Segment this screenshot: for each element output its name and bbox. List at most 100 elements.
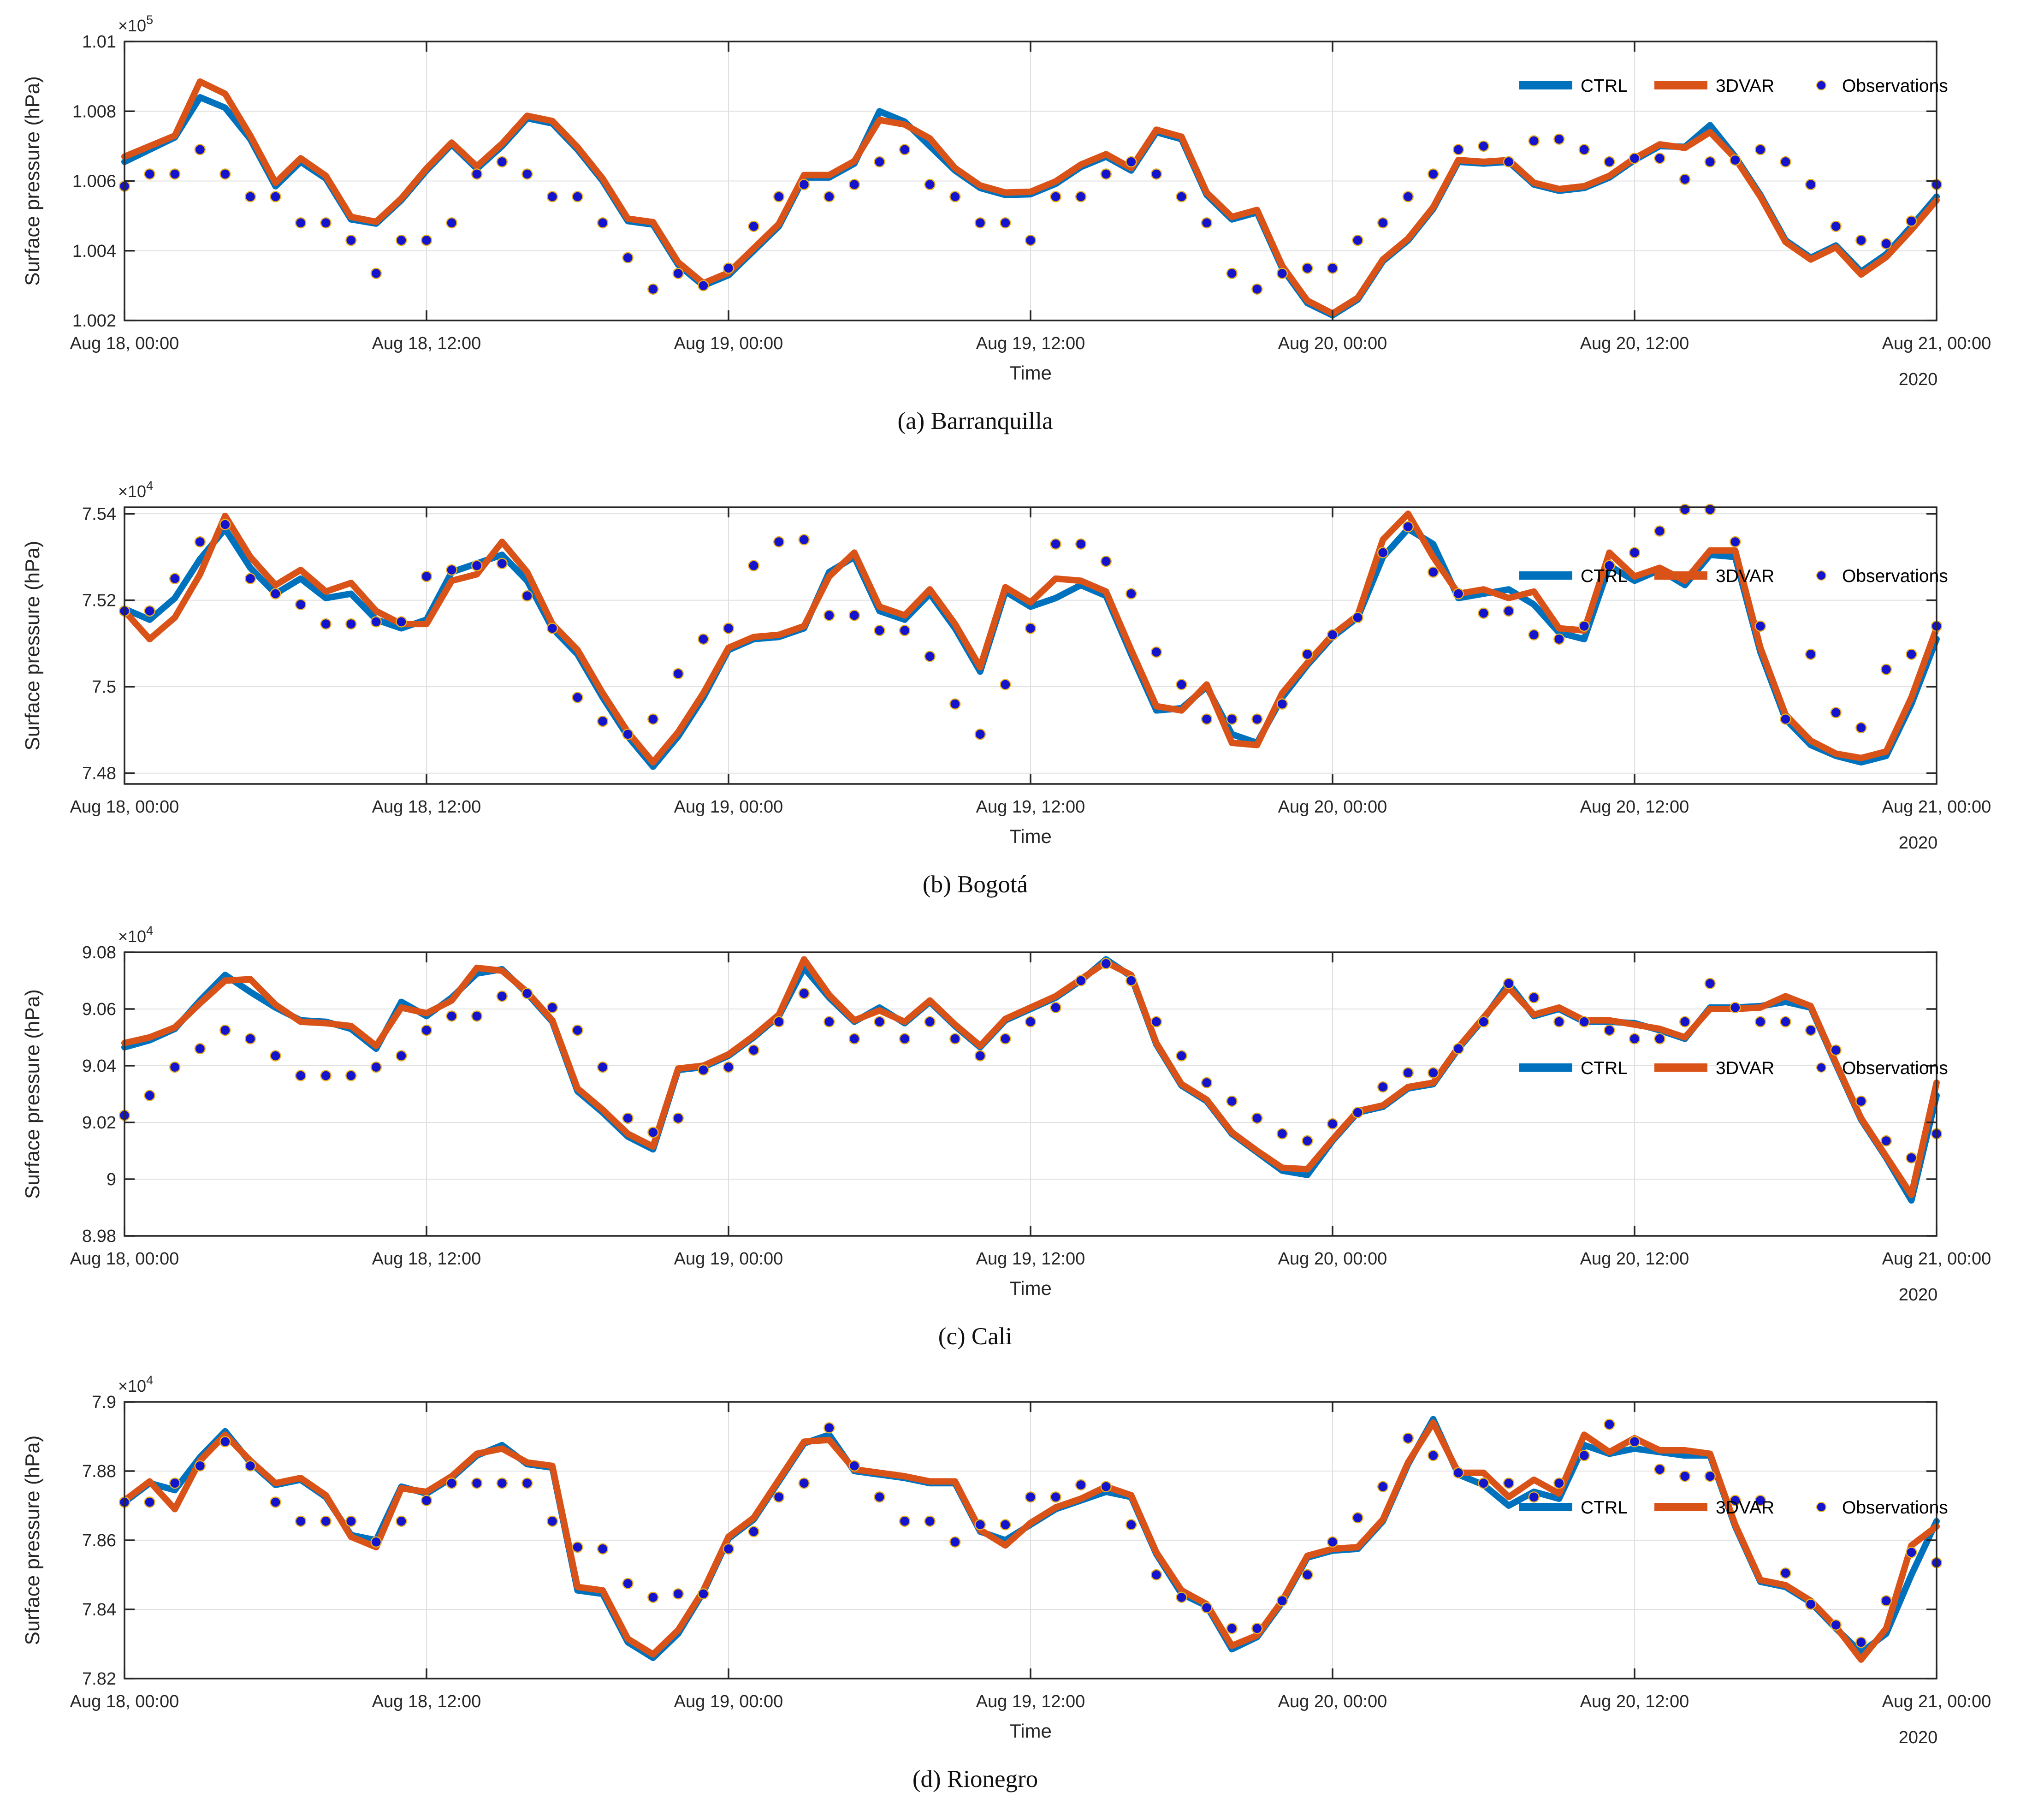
observation-dot xyxy=(345,618,357,630)
observation-dot xyxy=(1150,1016,1162,1027)
observation-dot xyxy=(1654,1033,1665,1044)
observation-dot xyxy=(1754,1016,1766,1027)
x-tick-label: Aug 20, 12:00 xyxy=(1580,334,1689,353)
exponent-label: ×104 xyxy=(118,1373,153,1395)
observation-dot xyxy=(320,217,332,229)
observation-dot xyxy=(1629,1033,1641,1044)
observation-dot xyxy=(421,1024,432,1036)
observation-dot xyxy=(270,588,281,599)
y-axis-label: Surface pressure (hPa) xyxy=(21,541,44,751)
observation-dot xyxy=(1679,1471,1691,1482)
y-tick-label: 9 xyxy=(107,1170,116,1189)
observation-dot xyxy=(622,1578,634,1590)
observation-dot xyxy=(698,1588,709,1600)
observation-dot xyxy=(1704,156,1716,168)
legend-item-ctrl[interactable]: CTRL xyxy=(1519,1498,1628,1518)
x-axis-label: Time xyxy=(1009,1720,1052,1742)
observation-dot xyxy=(1377,217,1389,229)
observation-dot xyxy=(698,280,709,291)
observation-dot xyxy=(597,1061,609,1073)
legend-item-3dvar[interactable]: 3DVAR xyxy=(1654,1498,1774,1518)
observation-dot xyxy=(219,168,231,180)
legend-item-observations[interactable]: Observations xyxy=(1816,1058,1948,1078)
x-tick-label: Aug 18, 00:00 xyxy=(70,1249,179,1269)
observation-dot xyxy=(1754,144,1766,155)
legend-label-3dvar: 3DVAR xyxy=(1716,566,1774,586)
observation-dot xyxy=(471,168,483,180)
observation-dot xyxy=(1251,1112,1263,1124)
observation-dot xyxy=(1075,538,1087,550)
observation-dot xyxy=(1327,1118,1339,1130)
observation-dot xyxy=(798,1478,810,1489)
observation-dot xyxy=(1377,1081,1389,1093)
x-tick-label: Aug 19, 00:00 xyxy=(674,797,783,817)
observation-dot xyxy=(1276,698,1288,710)
observation-dot xyxy=(572,1024,583,1036)
observation-dot xyxy=(421,570,432,582)
y-axis-label: Surface pressure (hPa) xyxy=(21,76,44,286)
legend-label-observations: Observations xyxy=(1842,1058,1948,1078)
panel-caption-a: (a) Barranquilla xyxy=(898,408,1053,434)
observation-dot xyxy=(1553,1478,1565,1489)
legend-item-ctrl[interactable]: CTRL xyxy=(1519,76,1628,96)
observation-dot xyxy=(1780,1016,1791,1027)
observation-dot xyxy=(1478,1016,1489,1027)
observation-dot xyxy=(572,692,583,703)
observation-dot xyxy=(1906,648,1917,660)
observation-dot xyxy=(924,178,936,190)
observation-dot xyxy=(345,234,357,246)
observation-dot xyxy=(698,1064,709,1076)
3dvar-line-swatch-icon xyxy=(1654,1503,1707,1511)
observation-dot xyxy=(396,234,407,246)
observation-dot xyxy=(647,713,659,725)
observation-dot xyxy=(1100,958,1112,969)
observation-dot xyxy=(169,573,181,584)
observation-dot xyxy=(1679,504,1691,515)
ctrl-line-swatch-icon xyxy=(1519,1503,1572,1511)
legend-item-observations[interactable]: Observations xyxy=(1816,1498,1948,1518)
3dvar-series-line xyxy=(121,956,1940,1198)
observation-dot xyxy=(1679,173,1691,185)
observation-dot xyxy=(471,560,483,571)
observation-dot xyxy=(1780,1567,1791,1579)
observation-dot xyxy=(874,624,885,636)
legend-item-ctrl[interactable]: CTRL xyxy=(1519,1058,1628,1078)
observation-dot xyxy=(1578,1450,1590,1461)
observation-dot xyxy=(1906,1152,1917,1164)
legend-item-3dvar[interactable]: 3DVAR xyxy=(1654,76,1774,96)
observation-dot xyxy=(748,220,759,232)
legend-item-3dvar[interactable]: 3DVAR xyxy=(1654,1058,1774,1078)
y-tick-label: 9.06 xyxy=(82,1000,116,1019)
observation-dot xyxy=(1855,234,1867,246)
observation-dot xyxy=(848,610,860,621)
observation-dot xyxy=(244,573,256,584)
x-axis-year-label: 2020 xyxy=(1899,370,1938,389)
legend-item-observations[interactable]: Observations xyxy=(1816,566,1948,586)
observation-dot xyxy=(1025,1491,1037,1503)
observation-dot xyxy=(169,1061,181,1073)
observation-dot xyxy=(496,1478,508,1489)
ctrl-line-swatch-icon xyxy=(1519,1063,1572,1072)
observation-dot xyxy=(1352,234,1363,246)
legend-item-ctrl[interactable]: CTRL xyxy=(1519,566,1628,586)
legend-item-3dvar[interactable]: 3DVAR xyxy=(1654,566,1774,586)
observation-dot xyxy=(396,616,407,628)
legend-item-observations[interactable]: Observations xyxy=(1816,76,1948,96)
observation-dot xyxy=(370,1536,382,1548)
observation-dot xyxy=(572,191,583,202)
observation-dot xyxy=(1402,521,1414,533)
observation-dot xyxy=(1302,648,1313,660)
observation-dot xyxy=(1855,1637,1867,1648)
x-tick-label: Aug 20, 00:00 xyxy=(1278,797,1387,817)
panel-d: 7.82 7.84 7.86 7.88 7.9 Aug 18, 00:00 Aug 18, … xyxy=(21,1373,1991,1792)
observation-dot xyxy=(874,156,885,168)
y-tick-label: 9.08 xyxy=(82,943,116,962)
observation-dot xyxy=(1503,1478,1515,1489)
observation-dot xyxy=(521,168,533,180)
observation-dot xyxy=(874,1016,885,1027)
observation-dot xyxy=(1704,1471,1716,1482)
observation-dot xyxy=(1428,566,1439,578)
observation-dot xyxy=(320,1515,332,1527)
observation-dot xyxy=(1604,1024,1615,1036)
observation-dot xyxy=(974,1050,986,1062)
